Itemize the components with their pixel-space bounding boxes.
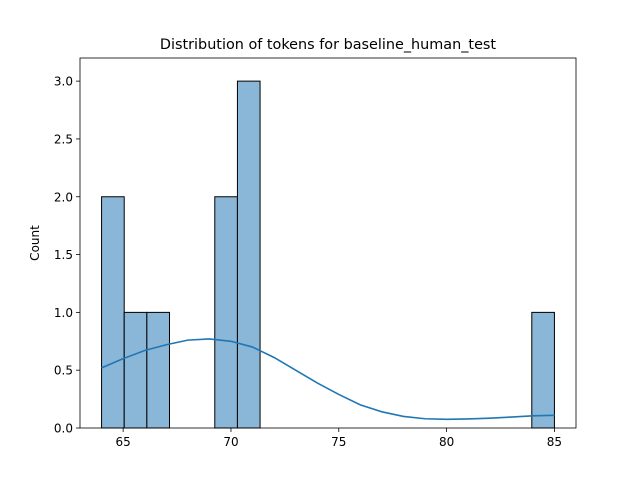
histogram-bar (123, 311, 148, 429)
histogram-bar (531, 311, 555, 429)
y-tick-label: 1.5 (54, 248, 73, 262)
y-tick-label: 3.0 (54, 75, 73, 89)
x-tick-label: 70 (223, 435, 238, 449)
histogram-bar (236, 80, 261, 429)
y-axis-label: Count (28, 225, 42, 261)
y-axis-ticks: 0.0 0.5 1.0 1.5 2.0 2.5 3.0 (54, 75, 80, 436)
histogram-bar (101, 196, 125, 429)
chart-title: Distribution of tokens for baseline_huma… (160, 37, 497, 53)
kde-curve (101, 338, 555, 421)
y-tick-label: 1.0 (54, 306, 73, 320)
x-tick-label: 75 (331, 435, 346, 449)
histogram-bar (214, 196, 238, 429)
plot-frame (79, 57, 577, 429)
x-tick-label: 85 (547, 435, 562, 449)
x-tick-label: 65 (115, 435, 130, 449)
y-tick-label: 0.5 (54, 364, 73, 378)
histogram-bars (101, 80, 555, 429)
x-tick-label: 80 (439, 435, 454, 449)
histogram-bar (146, 311, 170, 429)
y-tick-label: 0.0 (54, 422, 73, 436)
y-tick-label: 2.5 (54, 132, 73, 146)
y-tick-label: 2.0 (54, 190, 73, 204)
x-axis-ticks: 65 70 75 80 85 (115, 428, 562, 449)
